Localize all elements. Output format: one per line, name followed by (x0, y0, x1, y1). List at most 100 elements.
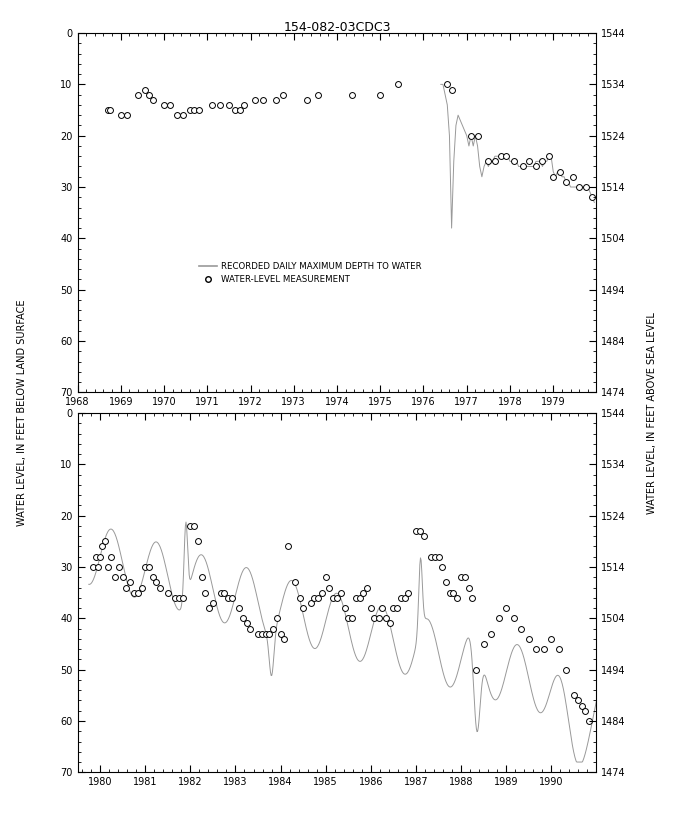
Point (332, 591, 342, 605)
Point (174, 591, 185, 605)
Point (132, 586, 143, 600)
Point (222, 591, 233, 605)
Point (392, 78, 403, 91)
Point (346, 612, 357, 625)
Point (441, 576, 452, 589)
Point (313, 591, 324, 605)
Point (129, 586, 140, 600)
Text: 154-082-03CDC3: 154-082-03CDC3 (283, 21, 391, 34)
Point (419, 529, 429, 543)
Point (114, 560, 125, 573)
Point (516, 622, 526, 635)
Point (442, 78, 453, 91)
Point (561, 663, 572, 676)
Point (155, 581, 166, 594)
Point (200, 586, 210, 600)
Point (496, 150, 507, 163)
Point (384, 617, 395, 630)
Point (144, 560, 154, 573)
Point (403, 586, 414, 600)
Point (425, 550, 436, 563)
Point (122, 108, 133, 121)
Point (576, 699, 587, 712)
Point (464, 581, 474, 594)
Point (452, 591, 463, 605)
Point (102, 560, 113, 573)
Point (377, 601, 388, 615)
Point (193, 534, 204, 548)
Point (272, 612, 282, 625)
Point (339, 601, 350, 615)
Point (92, 560, 103, 573)
Point (189, 520, 200, 533)
Point (294, 591, 305, 605)
Point (358, 586, 369, 600)
Point (444, 586, 455, 600)
Point (446, 83, 457, 96)
Point (362, 581, 373, 594)
Point (399, 591, 410, 605)
Point (189, 103, 200, 116)
Point (258, 93, 269, 107)
Point (508, 612, 519, 625)
Point (554, 165, 565, 178)
Point (117, 571, 128, 584)
Point (208, 596, 218, 610)
Point (219, 586, 230, 600)
Point (238, 612, 249, 625)
Point (162, 586, 173, 600)
Point (94, 550, 105, 563)
Point (215, 586, 226, 600)
Point (346, 88, 357, 102)
Point (125, 576, 135, 589)
Point (546, 632, 557, 645)
Point (239, 98, 249, 112)
Point (234, 601, 245, 615)
Point (580, 704, 590, 717)
Point (369, 612, 380, 625)
Point (312, 88, 323, 102)
Point (139, 83, 150, 96)
Point (448, 586, 459, 600)
Point (396, 591, 406, 605)
Point (193, 103, 204, 116)
Point (392, 601, 402, 615)
Point (573, 694, 584, 707)
Point (493, 612, 504, 625)
Point (375, 88, 386, 102)
Point (531, 643, 542, 656)
Point (144, 88, 154, 102)
Point (467, 591, 478, 605)
Point (410, 525, 421, 538)
Point (486, 627, 497, 640)
Point (518, 160, 528, 173)
Point (271, 93, 282, 107)
Point (196, 571, 207, 584)
Point (290, 576, 301, 589)
Point (298, 601, 309, 615)
Point (99, 534, 110, 548)
Legend: RECORDED DAILY MAXIMUM DEPTH TO WATER, WATER-LEVEL MEASUREMENT: RECORDED DAILY MAXIMUM DEPTH TO WATER, W… (196, 259, 425, 287)
Point (459, 571, 470, 584)
Point (256, 627, 267, 640)
Point (501, 601, 512, 615)
Point (415, 525, 425, 538)
Point (335, 586, 346, 600)
Point (433, 550, 444, 563)
Point (320, 571, 331, 584)
Point (264, 627, 275, 640)
Point (148, 571, 158, 584)
Text: WATER LEVEL, IN FEET ABOVE SEA LEVEL: WATER LEVEL, IN FEET ABOVE SEA LEVEL (648, 312, 657, 514)
Point (97, 540, 108, 553)
Point (309, 591, 320, 605)
Point (230, 103, 241, 116)
Point (548, 170, 559, 183)
Point (140, 560, 150, 573)
Point (584, 714, 594, 728)
Point (580, 180, 591, 193)
Point (537, 154, 548, 168)
Point (489, 154, 500, 168)
Point (470, 663, 481, 676)
Point (350, 591, 361, 605)
Point (429, 550, 440, 563)
